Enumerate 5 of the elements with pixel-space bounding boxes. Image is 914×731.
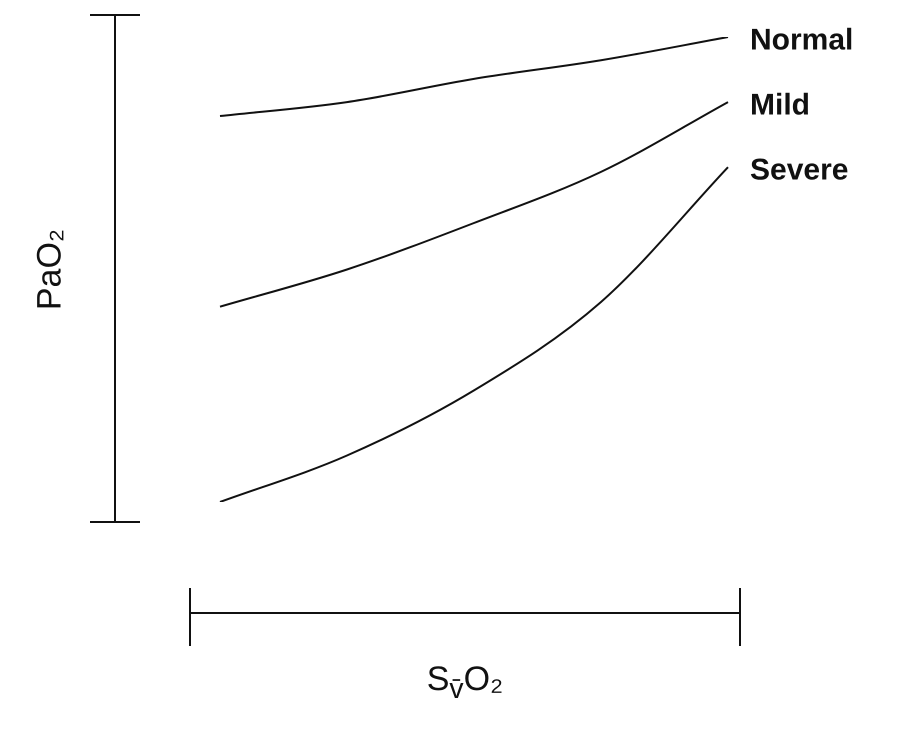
- series-label: Severe: [750, 153, 848, 186]
- y-axis-title: PaO₂: [30, 228, 70, 312]
- series-label: Normal: [750, 23, 854, 56]
- x-axis-title: S$_{v̄}$O₂: [426, 660, 504, 706]
- series-label: Mild: [750, 88, 810, 122]
